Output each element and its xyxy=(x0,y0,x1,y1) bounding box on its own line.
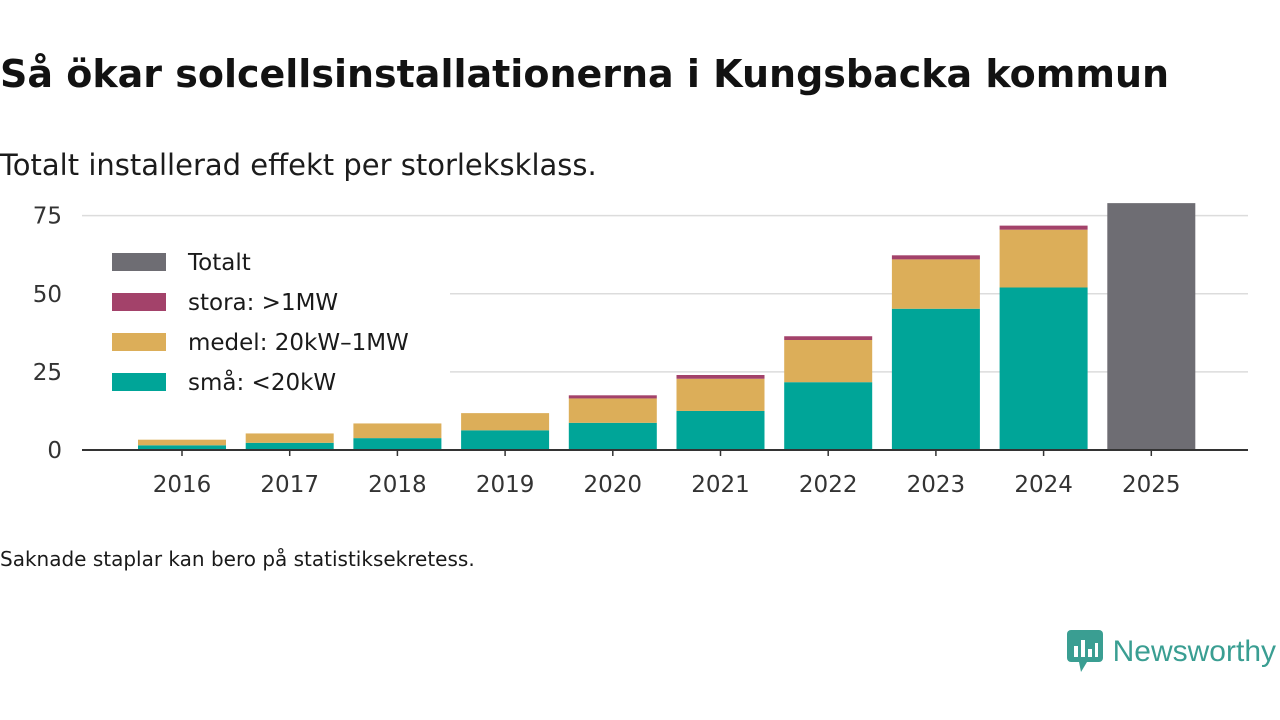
bar-medium-2016[interactable] xyxy=(138,439,226,446)
bar-medium-2022[interactable] xyxy=(784,340,873,383)
bar-medium-2017[interactable] xyxy=(245,433,334,443)
y-tick-label: 0 xyxy=(47,438,62,464)
bar-small-2017[interactable] xyxy=(245,442,334,450)
bar-group xyxy=(138,203,1196,451)
stacked-bar-chart: 0 25 50 75 2016 2017 2018 2019 2020 2021 2022 2023… xyxy=(33,203,1248,498)
bar-small-2024[interactable] xyxy=(999,287,1088,451)
y-axis-ticks: 0 25 50 75 xyxy=(33,204,62,464)
bar-medium-2023[interactable] xyxy=(891,259,980,309)
x-tick-label-2024: 2024 xyxy=(1014,472,1073,498)
bar-small-2020[interactable] xyxy=(568,422,657,450)
bar-small-2022[interactable] xyxy=(784,382,873,450)
x-tick-label-2025: 2025 xyxy=(1122,472,1181,498)
x-axis: 2016 2017 2018 2019 2020 2021 2022 2023 2024 2025 xyxy=(82,449,1248,498)
bar-small-2023[interactable] xyxy=(891,308,980,450)
bar-small-2019[interactable] xyxy=(461,430,550,450)
y-tick-label: 75 xyxy=(33,204,62,230)
x-tick-label-2017: 2017 xyxy=(260,472,319,498)
newsworthy-logo-icon xyxy=(1066,630,1103,672)
bar-medium-2020[interactable] xyxy=(568,398,657,423)
x-tick-label-2022: 2022 xyxy=(799,472,858,498)
bar-small-2021[interactable] xyxy=(676,410,765,450)
x-tick-label-2016: 2016 xyxy=(153,472,212,498)
legend-swatch-medium xyxy=(112,333,166,351)
bar-large-2023[interactable] xyxy=(891,255,980,260)
legend-swatch-total xyxy=(112,253,166,271)
legend-label-total[interactable]: Totalt xyxy=(187,250,251,276)
legend-label-medium[interactable]: medel: 20kW–1MW xyxy=(188,330,409,356)
legend-swatch-large xyxy=(112,293,166,311)
bar-small-2016[interactable] xyxy=(138,445,226,450)
bar-large-2024[interactable] xyxy=(999,225,1088,230)
legend-label-large[interactable]: stora: >1MW xyxy=(188,290,338,316)
legend-swatch-small xyxy=(112,373,166,391)
y-tick-label: 50 xyxy=(33,282,62,308)
bar-medium-2018[interactable] xyxy=(353,423,442,439)
x-tick-label-2018: 2018 xyxy=(368,472,427,498)
chart-title: Så ökar solcellsinstallationerna i Kungs… xyxy=(0,52,1170,96)
bar-small-2018[interactable] xyxy=(353,438,442,450)
x-tick-label-2020: 2020 xyxy=(584,472,643,498)
bar-medium-2019[interactable] xyxy=(461,413,550,431)
chart-subtitle: Totalt installerad effekt per storlekskl… xyxy=(0,148,597,182)
bar-medium-2024[interactable] xyxy=(999,229,1088,288)
brand-name: Newsworthy xyxy=(1112,635,1276,668)
y-tick-label: 25 xyxy=(33,360,62,386)
bar-medium-2021[interactable] xyxy=(676,378,765,411)
legend-label-small[interactable]: små: <20kW xyxy=(188,368,336,396)
x-tick-label-2023: 2023 xyxy=(907,472,966,498)
bar-total-2025[interactable] xyxy=(1107,203,1196,450)
x-tick-label-2019: 2019 xyxy=(476,472,535,498)
bar-large-2020[interactable] xyxy=(568,395,657,399)
footnote: Saknade staplar kan bero på statistiksek… xyxy=(0,547,475,571)
newsworthy-brand[interactable]: Newsworthy xyxy=(1066,630,1276,674)
bar-large-2021[interactable] xyxy=(676,375,765,379)
x-tick-label-2021: 2021 xyxy=(691,472,750,498)
legend: Totalt stora: >1MW medel: 20kW–1MW små: <20… xyxy=(80,242,450,402)
bar-large-2022[interactable] xyxy=(784,336,873,340)
